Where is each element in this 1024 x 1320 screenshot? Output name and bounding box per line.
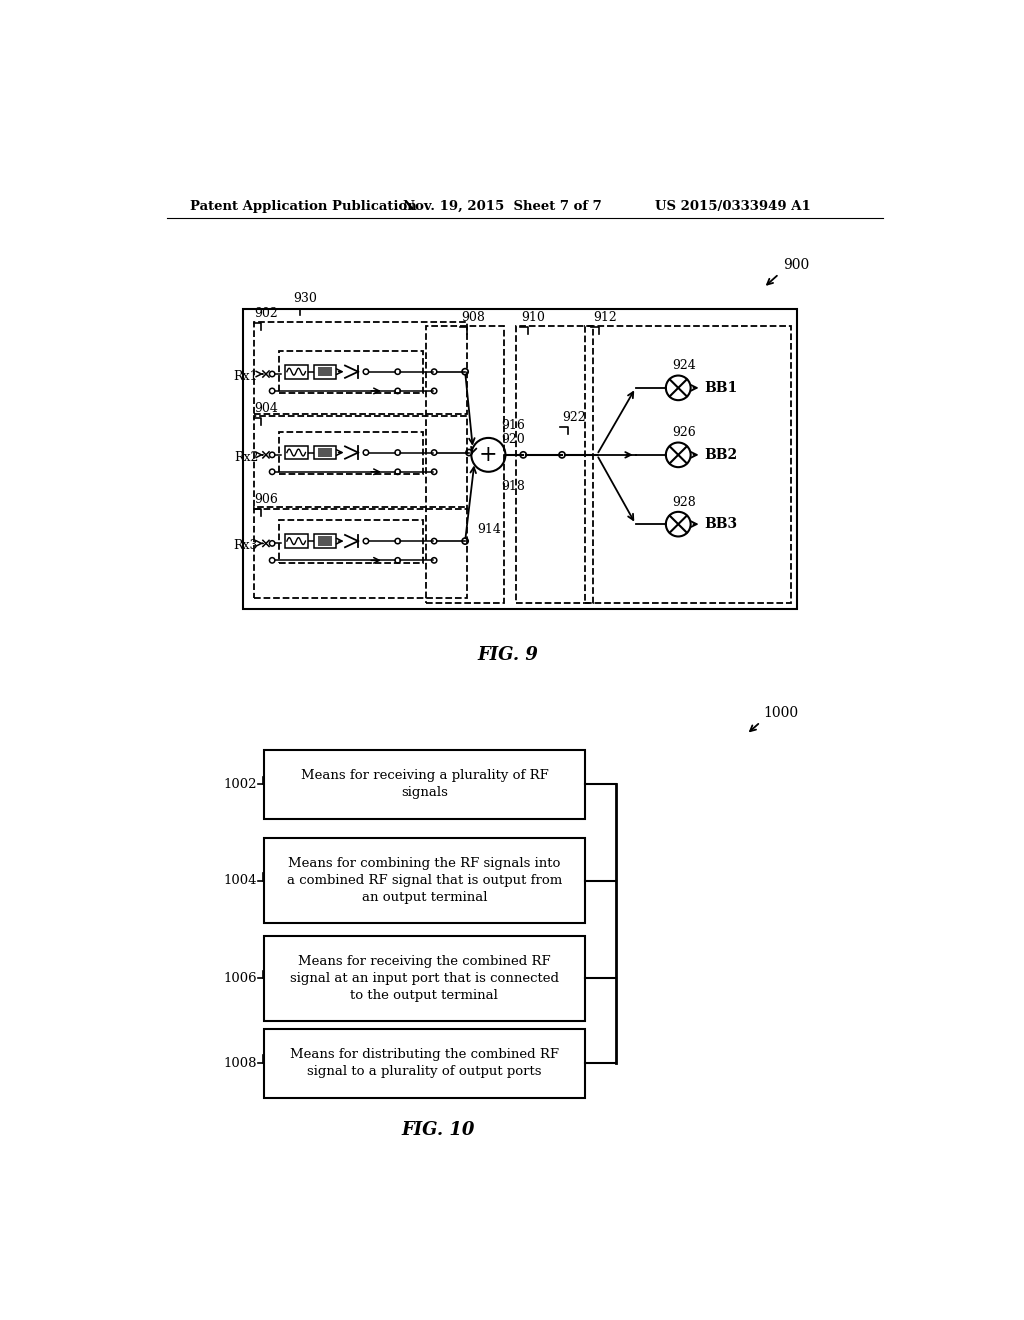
Bar bbox=[317, 367, 332, 376]
Text: 902: 902 bbox=[254, 308, 279, 321]
Bar bbox=[314, 446, 336, 459]
Bar bbox=[317, 447, 332, 457]
Text: BB1: BB1 bbox=[705, 381, 738, 395]
Text: Means for distributing the combined RF
signal to a plurality of output ports: Means for distributing the combined RF s… bbox=[290, 1048, 559, 1078]
Text: FIG. 10: FIG. 10 bbox=[401, 1121, 475, 1139]
Text: 916: 916 bbox=[502, 418, 525, 432]
Text: 906: 906 bbox=[254, 492, 279, 506]
Text: 924: 924 bbox=[672, 359, 695, 372]
Bar bbox=[263, 838, 586, 923]
Text: Rx3: Rx3 bbox=[233, 539, 258, 552]
Bar bbox=[263, 936, 586, 1020]
Bar bbox=[263, 750, 586, 818]
Text: 900: 900 bbox=[783, 259, 809, 272]
Bar bbox=[263, 1028, 586, 1098]
Text: Rx2: Rx2 bbox=[233, 450, 258, 463]
Text: 1006: 1006 bbox=[224, 972, 257, 985]
Text: US 2015/0333949 A1: US 2015/0333949 A1 bbox=[655, 199, 811, 213]
Bar bbox=[280, 351, 423, 393]
Text: 1000: 1000 bbox=[764, 706, 799, 719]
Text: 904: 904 bbox=[254, 401, 279, 414]
Bar bbox=[426, 326, 504, 603]
Text: 1008: 1008 bbox=[224, 1056, 257, 1069]
Text: 912: 912 bbox=[593, 312, 616, 323]
Text: 922: 922 bbox=[562, 411, 586, 424]
Text: Means for receiving the combined RF
signal at an input port that is connected
to: Means for receiving the combined RF sign… bbox=[290, 954, 559, 1002]
Bar bbox=[314, 535, 336, 548]
Text: 908: 908 bbox=[461, 312, 485, 323]
Bar bbox=[254, 416, 467, 508]
Text: 920: 920 bbox=[502, 433, 525, 446]
Text: Rx1: Rx1 bbox=[233, 370, 258, 383]
Text: Means for receiving a plurality of RF
signals: Means for receiving a plurality of RF si… bbox=[301, 770, 548, 800]
Text: +: + bbox=[479, 444, 498, 466]
Text: 1002: 1002 bbox=[224, 777, 257, 791]
Bar bbox=[280, 432, 423, 474]
Text: Means for combining the RF signals into
a combined RF signal that is output from: Means for combining the RF signals into … bbox=[287, 857, 562, 904]
Text: Nov. 19, 2015  Sheet 7 of 7: Nov. 19, 2015 Sheet 7 of 7 bbox=[403, 199, 602, 213]
Bar bbox=[254, 507, 467, 598]
Bar bbox=[285, 446, 308, 459]
Text: 910: 910 bbox=[521, 312, 546, 323]
Bar bbox=[280, 520, 423, 562]
Text: 914: 914 bbox=[477, 523, 501, 536]
Text: BB3: BB3 bbox=[705, 517, 737, 531]
Text: FIG. 9: FIG. 9 bbox=[477, 645, 539, 664]
Text: 930: 930 bbox=[293, 293, 317, 305]
Text: 928: 928 bbox=[672, 496, 695, 508]
Bar bbox=[243, 309, 797, 609]
Text: 1004: 1004 bbox=[224, 874, 257, 887]
Text: 918: 918 bbox=[502, 480, 525, 494]
Bar bbox=[317, 536, 332, 545]
Bar bbox=[254, 322, 467, 414]
Bar bbox=[586, 326, 791, 603]
Bar bbox=[285, 364, 308, 379]
Bar bbox=[515, 326, 593, 603]
Text: BB2: BB2 bbox=[705, 447, 737, 462]
Text: 926: 926 bbox=[672, 426, 695, 440]
Bar bbox=[285, 535, 308, 548]
Bar bbox=[314, 364, 336, 379]
Text: Patent Application Publication: Patent Application Publication bbox=[190, 199, 417, 213]
